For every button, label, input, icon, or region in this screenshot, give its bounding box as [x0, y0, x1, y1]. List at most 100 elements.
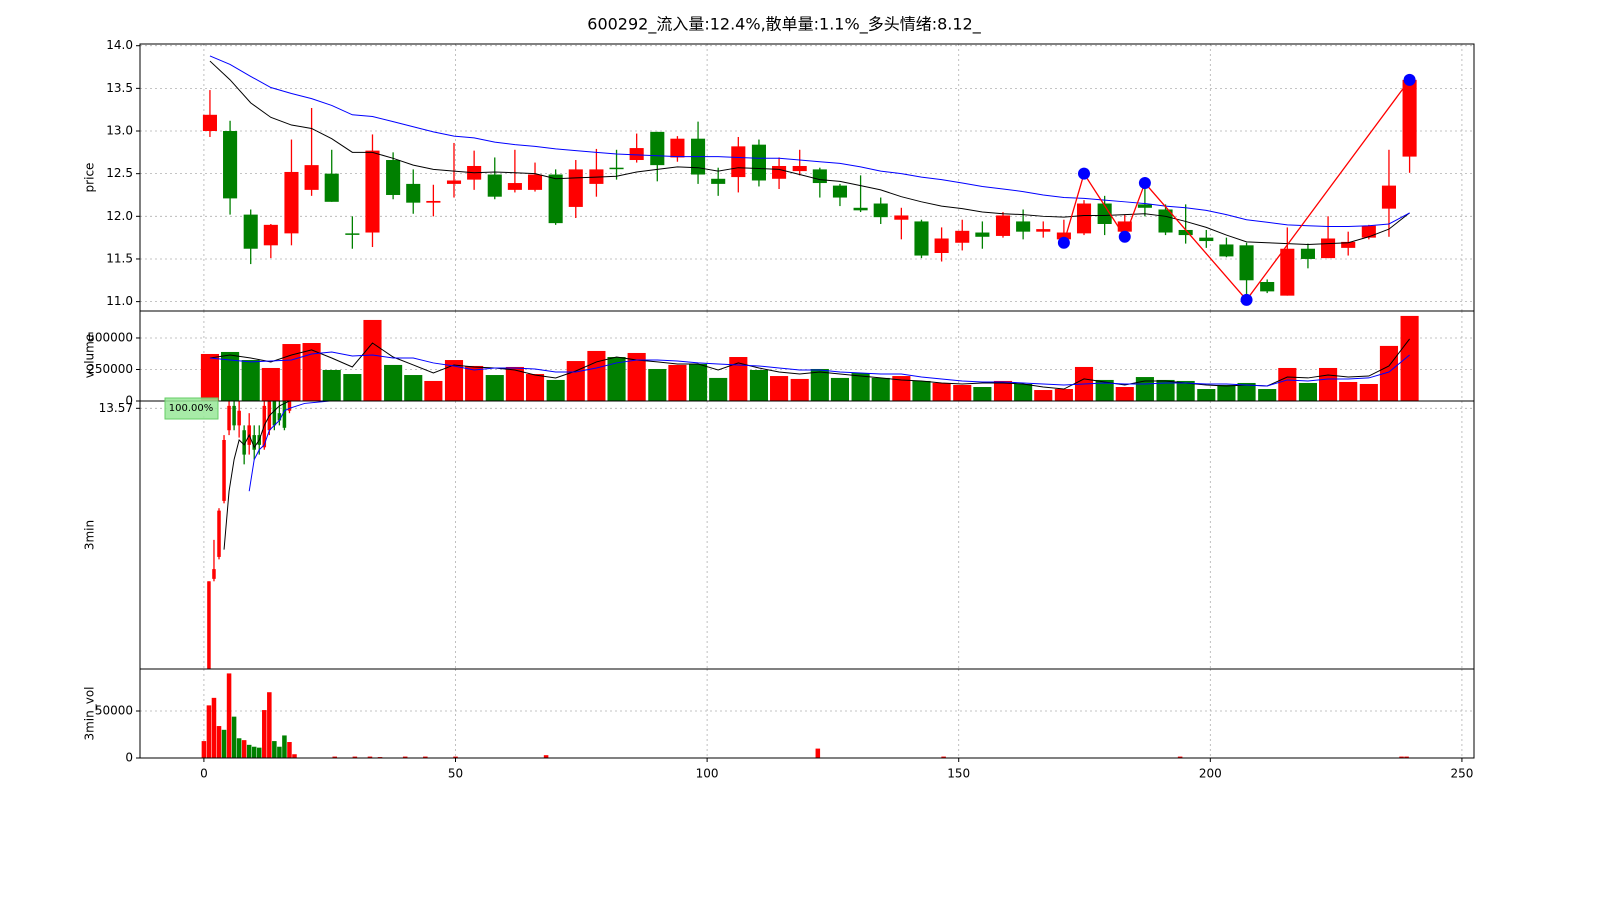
bar — [1115, 387, 1134, 401]
candle-body — [1402, 79, 1417, 157]
bar — [236, 738, 242, 758]
chart-title: 600292_流入量:12.4%,散单量:1.1%_多头情绪:8.12_ — [587, 15, 981, 35]
panel — [140, 669, 1474, 758]
bar — [932, 382, 951, 401]
bar — [790, 378, 809, 401]
candle-body — [263, 224, 278, 246]
bar — [1298, 382, 1317, 401]
candle-body — [568, 169, 583, 207]
x-tick-label: 200 — [1199, 767, 1222, 781]
candle-body — [252, 435, 256, 450]
candle-body — [1097, 203, 1112, 224]
y-tick-label: 0 — [125, 394, 133, 408]
candle-body — [1076, 203, 1092, 234]
bar — [221, 351, 240, 401]
annotation: 100.00% — [169, 403, 214, 414]
bar — [892, 376, 911, 401]
bar — [1400, 315, 1419, 401]
y-axis-label: price — [83, 163, 97, 193]
bar — [607, 357, 626, 401]
candle-body — [223, 131, 238, 199]
bar — [282, 344, 301, 401]
bar — [546, 379, 565, 401]
y-tick-label: 50000 — [95, 704, 133, 718]
bar — [444, 360, 464, 401]
bar — [485, 375, 504, 401]
bar — [1404, 756, 1409, 758]
candle-body — [1199, 237, 1214, 242]
candle-body — [287, 401, 292, 411]
zigzag-point — [1403, 73, 1416, 86]
line — [209, 351, 1410, 387]
bar — [1176, 380, 1195, 401]
bar — [262, 710, 267, 758]
panel-frame — [139, 668, 1475, 759]
bar — [287, 742, 292, 758]
line — [209, 338, 1410, 390]
bar — [505, 366, 524, 401]
x-tick-label: 250 — [1450, 767, 1473, 781]
bar — [267, 692, 272, 758]
bar — [302, 343, 321, 401]
y-tick-label: 12.5 — [106, 166, 133, 180]
candle-body — [914, 221, 929, 256]
candle-body — [345, 233, 360, 235]
bar — [543, 755, 549, 758]
candle-body — [242, 430, 246, 455]
bar — [277, 746, 282, 758]
candle-body — [1137, 204, 1152, 208]
line — [248, 401, 330, 492]
x-tick-label: 50 — [448, 767, 463, 781]
candle-body — [222, 439, 226, 501]
candle-body — [227, 405, 231, 431]
bar — [1258, 389, 1277, 401]
candle-body — [812, 169, 827, 184]
bar — [688, 363, 708, 401]
candle-body — [548, 174, 563, 224]
candle-body — [272, 401, 277, 426]
bar — [1197, 389, 1216, 401]
bar — [525, 374, 545, 401]
bar — [423, 756, 428, 758]
bar — [465, 365, 484, 401]
y-tick-label: 250000 — [87, 362, 133, 376]
bar — [424, 380, 443, 401]
bar — [1399, 756, 1404, 758]
candle-body — [1341, 241, 1356, 248]
bar — [226, 673, 232, 758]
y-axis-label: 3min — [83, 520, 97, 550]
candle-body — [324, 173, 339, 202]
bar — [282, 735, 287, 758]
bar — [729, 357, 748, 401]
candle-body — [1056, 232, 1071, 240]
bar — [343, 374, 362, 401]
y-axis-label: volume — [83, 334, 97, 378]
bar — [201, 741, 207, 758]
bar — [1034, 390, 1053, 401]
bar — [251, 746, 257, 758]
candle-body — [446, 180, 462, 184]
bar — [993, 380, 1013, 401]
candle-body — [832, 185, 848, 198]
panel — [140, 44, 1474, 311]
candle-body — [934, 238, 949, 253]
candle-body — [217, 510, 221, 557]
bar — [322, 369, 341, 401]
candle-body — [386, 160, 401, 195]
bar — [221, 729, 227, 758]
candle-body — [1361, 225, 1376, 238]
candle-body — [277, 413, 282, 421]
candle-body — [955, 230, 970, 243]
candle-body — [1158, 209, 1173, 233]
candle-body — [873, 203, 888, 218]
bar — [709, 377, 728, 401]
candle-body — [1178, 229, 1193, 236]
bar — [627, 352, 646, 401]
bar — [770, 376, 789, 401]
panel — [140, 311, 1474, 401]
bar — [332, 756, 338, 758]
y-tick-label: 12.0 — [106, 209, 133, 223]
zigzag-point — [1078, 167, 1091, 180]
